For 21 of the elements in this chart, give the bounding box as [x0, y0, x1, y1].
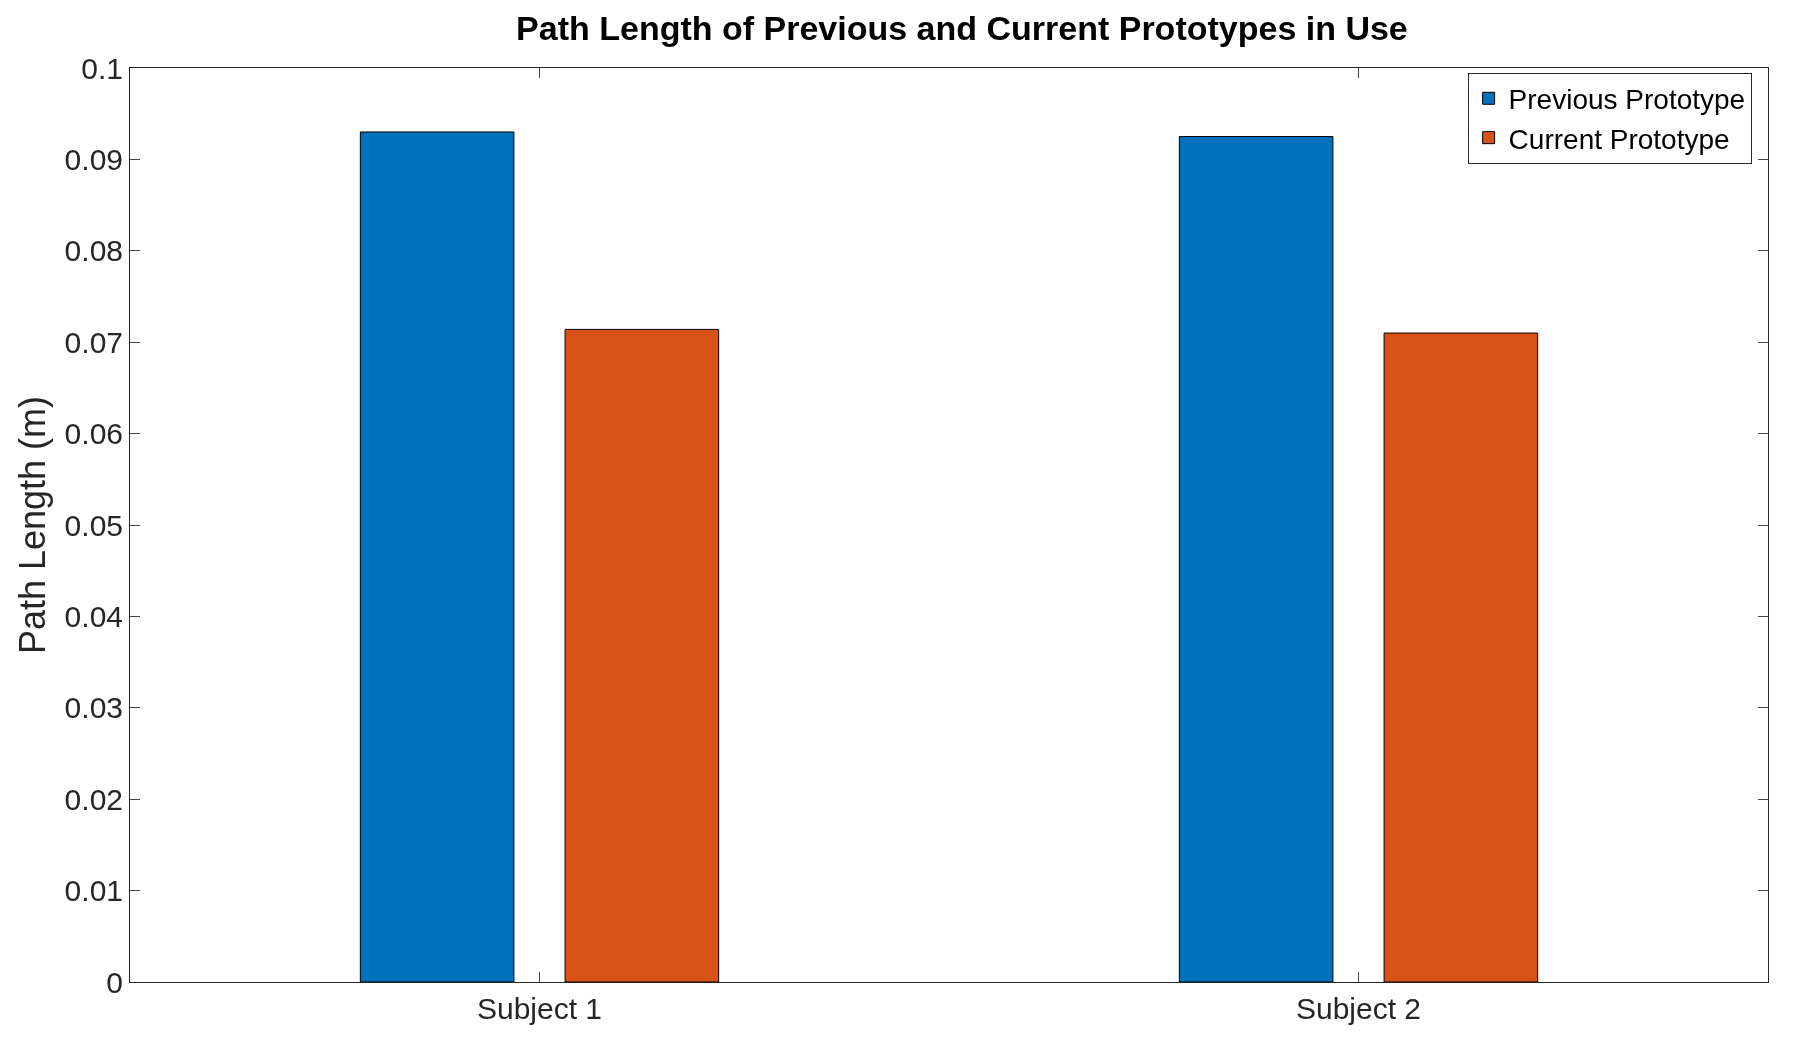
y-tick-label: 0.05: [64, 508, 123, 542]
bar: [1383, 332, 1539, 982]
chart-title: Path Length of Previous and Current Prototypes in Use: [516, 8, 1408, 47]
bar: [1178, 136, 1334, 982]
y-tick-label: 0.01: [64, 874, 123, 908]
y-tick-label: 0.06: [64, 417, 123, 451]
bar: [564, 328, 720, 982]
x-tick-label: Subject 2: [1295, 992, 1422, 1025]
x-tick-label: Subject 1: [476, 992, 603, 1025]
bar: [359, 131, 515, 982]
y-tick-label: 0.02: [64, 782, 123, 816]
y-axis-title: Path Length (m): [11, 395, 53, 655]
y-tick-label: 0.09: [64, 142, 123, 176]
y-tick-label: 0.04: [64, 599, 123, 633]
y-tick-label: 0.03: [64, 691, 123, 725]
y-tick-label: 0.08: [64, 234, 123, 268]
y-tick-label: 0: [106, 965, 123, 999]
y-tick-label: 0.1: [81, 51, 123, 85]
legend-label: Current Prototype: [1508, 123, 1730, 155]
legend-label: Previous Prototype: [1508, 84, 1746, 116]
y-tick-label: 0.07: [64, 325, 123, 359]
